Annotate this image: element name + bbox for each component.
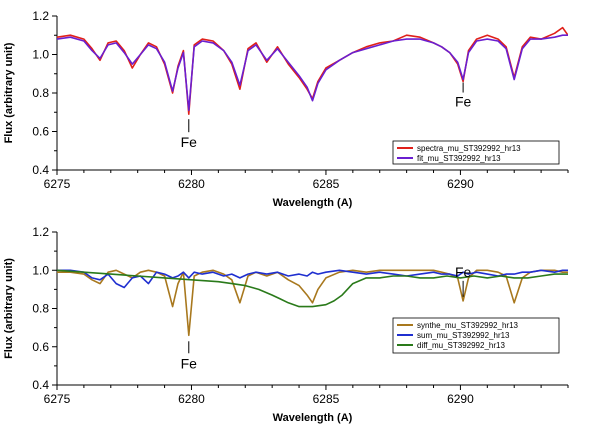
y-tick-label: 1.0: [32, 263, 49, 277]
y-tick-label: 0.6: [32, 340, 49, 354]
series-line-2: [57, 34, 568, 112]
legend-label: spectra_mu_ST392992_hr13: [417, 144, 521, 153]
y-tick-label: 0.4: [32, 378, 49, 392]
legend-label: sum_mu_ST392992_hr13: [417, 331, 510, 340]
legend-box: [392, 140, 560, 165]
x-tick-label: 6290: [447, 392, 474, 406]
y-tick-label: 0.8: [32, 86, 49, 100]
legend: spectra_mu_ST392992_hr13fit_mu_ST392992_…: [392, 140, 560, 165]
series-line-1: [57, 269, 568, 337]
y-tick-label: 0.8: [32, 302, 49, 316]
x-axis-title: Wavelength (A): [273, 197, 353, 209]
y-tick-label: 1.2: [32, 225, 49, 239]
x-tick-label: 6275: [44, 177, 71, 191]
y-axis-title: Flux (arbitrary unit): [3, 42, 15, 143]
chart-panel-2: 0.4 0.6 0.8 1.0 1.2 6275 6280 6285 6290 Wavelengt…: [3, 225, 569, 424]
y-axis-title: Flux (arbitrary unit): [3, 258, 15, 359]
x-tick-label: 6285: [313, 177, 340, 191]
x-tick-label: 6290: [447, 177, 474, 191]
legend: synthe_mu_ST392992_hr13sum_mu_ST392992_h…: [392, 317, 560, 354]
annotation-label: Fe: [455, 264, 472, 280]
annotation-label: Fe: [455, 94, 472, 110]
x-tick-label: 6275: [44, 392, 71, 406]
annotation-label: Fe: [181, 134, 198, 150]
y-tick-label: 1.0: [32, 48, 49, 62]
series-line-3: [57, 269, 568, 308]
x-tick-label: 6280: [178, 392, 205, 406]
y-tick-label: 1.2: [32, 9, 49, 23]
legend-box: [392, 317, 560, 354]
annotation-label: Fe: [181, 355, 198, 371]
legend-label: fit_mu_ST392992_hr13: [417, 154, 501, 163]
legend-label: diff_mu_ST392992_hr13: [417, 341, 505, 350]
x-tick-label: 6280: [178, 177, 205, 191]
series-line-2: [57, 269, 568, 289]
x-axis-title: Wavelength (A): [273, 412, 353, 424]
y-tick-label: 0.6: [32, 125, 49, 139]
chart-panel-1: 0.4 0.6 0.8 1.0 1.2 6275 6280 6285 6290 Wavelengt…: [3, 9, 569, 209]
y-tick-label: 0.4: [32, 163, 49, 177]
legend-label: synthe_mu_ST392992_hr13: [417, 321, 519, 330]
x-tick-label: 6285: [313, 392, 340, 406]
